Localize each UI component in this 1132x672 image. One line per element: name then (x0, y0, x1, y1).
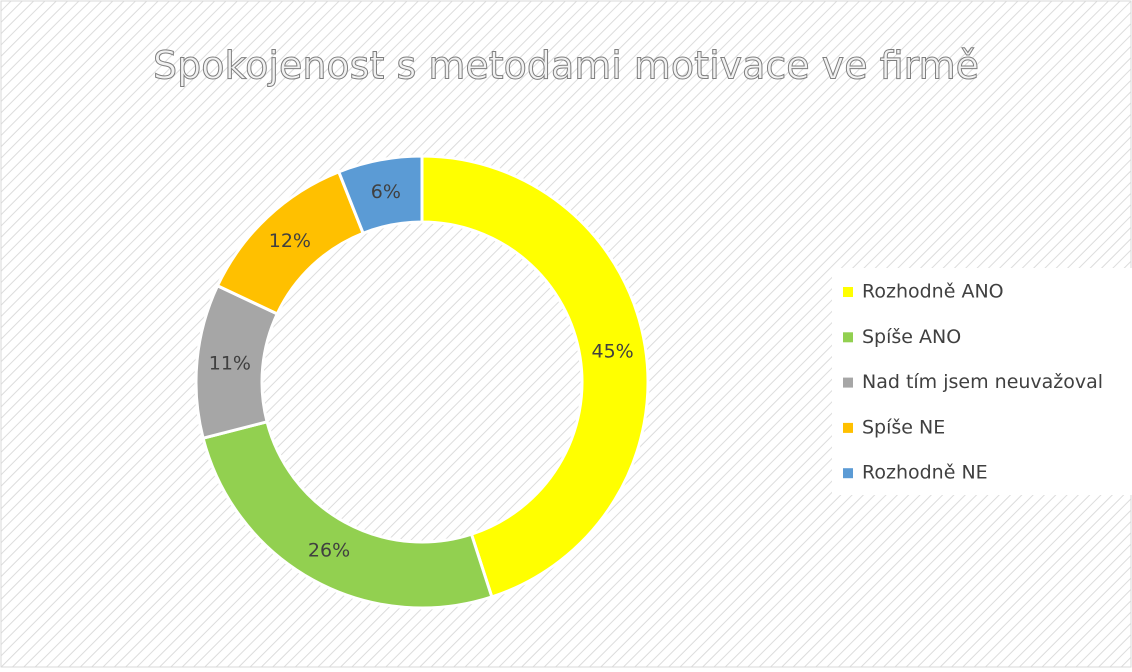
donut-slice (201, 419, 494, 610)
data-label: 26% (308, 540, 350, 562)
legend-swatch (843, 332, 853, 343)
legend-label: Spíše ANO (862, 326, 961, 348)
legend-label: Rozhodně NE (862, 462, 988, 484)
data-label: 12% (269, 230, 311, 252)
donut-slice (336, 154, 424, 236)
legend-label: Rozhodně ANO (862, 281, 1004, 303)
legend-label: Nad tím jsem neuvažoval (862, 371, 1103, 393)
legend-swatch (843, 377, 853, 388)
data-label: 11% (209, 352, 251, 374)
legend-swatch (843, 287, 853, 297)
legend-label: Spíše NE (862, 416, 945, 438)
legend-swatch (843, 468, 853, 479)
donut-slice (420, 154, 650, 599)
data-label: 45% (592, 340, 634, 362)
data-label: 6% (371, 181, 401, 203)
legend-box (832, 268, 1132, 495)
chart-title: Spokojenost s metodami motivace ve firmě (153, 44, 979, 88)
legend-swatch (843, 422, 853, 433)
